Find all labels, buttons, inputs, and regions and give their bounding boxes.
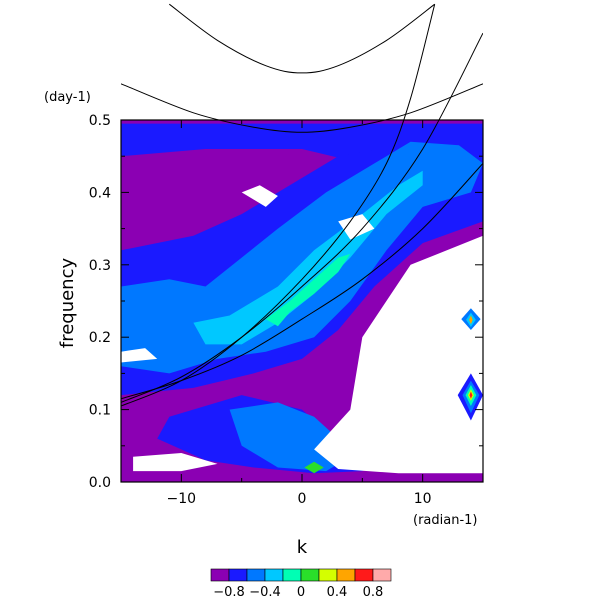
colorbar-label-1: −0.4 bbox=[249, 585, 281, 600]
contour-region-12 bbox=[338, 214, 375, 240]
colorbar-swatch-1 bbox=[228, 568, 248, 582]
contour-region-7 bbox=[304, 461, 324, 474]
colorbar: −0.8 −0.4 0 0.4 0.8 bbox=[210, 568, 392, 600]
axis-ticks: 0.0 0.1 0.2 0.3 0.4 0.5 −10 0 10 bbox=[89, 113, 484, 507]
contour-region-15 bbox=[469, 315, 473, 325]
y-tick-label-3: 0.3 bbox=[89, 258, 111, 274]
x-tick-label-0: −10 bbox=[167, 491, 197, 507]
dispersion-curve-0 bbox=[121, 83, 483, 133]
contour-fill-layer bbox=[121, 120, 483, 482]
contour-region-11 bbox=[241, 185, 278, 207]
colorbar-swatch-7 bbox=[336, 568, 356, 582]
y-tick-label-2: 0.2 bbox=[89, 330, 111, 346]
contour-region-10 bbox=[121, 348, 158, 363]
contour-region-8 bbox=[314, 235, 483, 474]
contour-region-20 bbox=[469, 391, 473, 399]
dispersion-curve-1 bbox=[168, 3, 436, 74]
colorbar-label-0: −0.8 bbox=[213, 585, 245, 600]
y-axis-title: frequency bbox=[57, 258, 78, 349]
x-tick-label-1: 0 bbox=[298, 491, 307, 507]
colorbar-swatch-2 bbox=[246, 568, 266, 582]
colorbar-label-3: 0.4 bbox=[327, 585, 348, 600]
x-unit-label: (radian-1) bbox=[413, 513, 478, 528]
colorbar-swatch-9 bbox=[372, 568, 392, 582]
y-tick-label-0: 0.0 bbox=[89, 475, 111, 491]
contour-region-9 bbox=[133, 453, 218, 472]
y-tick-label-5: 0.5 bbox=[89, 113, 111, 129]
colorbar-swatch-3 bbox=[264, 568, 284, 582]
x-tick-label-2: 10 bbox=[414, 491, 432, 507]
dispersion-curve-layer bbox=[121, 3, 483, 407]
x-axis-title: k bbox=[297, 537, 308, 558]
y-unit-label: (day-1) bbox=[44, 90, 91, 105]
colorbar-label-2: 0 bbox=[297, 585, 305, 600]
dispersion-curve-4 bbox=[121, 163, 483, 400]
colorbar-label-4: 0.8 bbox=[363, 585, 384, 600]
y-tick-label-1: 0.1 bbox=[89, 403, 111, 419]
y-tick-label-4: 0.4 bbox=[89, 185, 111, 201]
colorbar-swatch-6 bbox=[318, 568, 338, 582]
colorbar-swatch-8 bbox=[354, 568, 374, 582]
colorbar-swatch-0 bbox=[210, 568, 230, 582]
colorbar-swatch-5 bbox=[300, 568, 320, 582]
contour-region-5 bbox=[193, 170, 423, 345]
contour-region-6 bbox=[265, 253, 351, 327]
dispersion-curve-2 bbox=[121, 4, 436, 407]
dispersion-curve-3 bbox=[121, 32, 483, 403]
colorbar-swatch-4 bbox=[282, 568, 302, 582]
